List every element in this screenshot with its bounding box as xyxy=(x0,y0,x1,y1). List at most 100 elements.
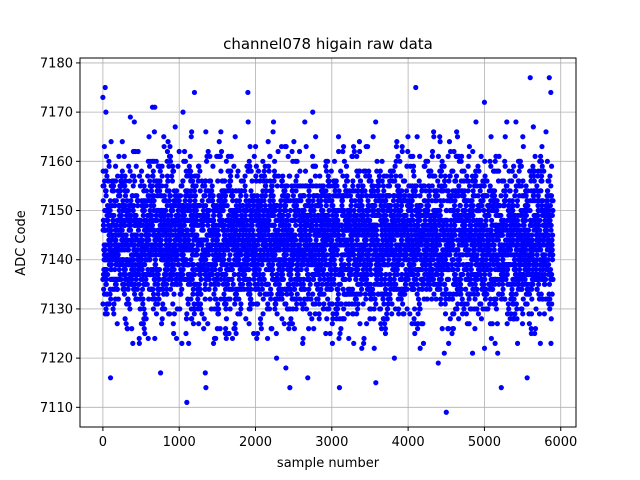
data-point xyxy=(129,276,135,282)
data-point xyxy=(263,183,269,189)
data-point xyxy=(441,163,447,169)
data-point xyxy=(358,286,365,292)
data-point xyxy=(383,217,390,223)
data-point xyxy=(161,193,167,199)
data-point xyxy=(359,203,365,209)
data-point xyxy=(268,286,274,292)
data-point xyxy=(305,291,312,297)
data-point xyxy=(272,207,278,214)
data-point xyxy=(391,276,397,282)
data-point xyxy=(188,257,194,263)
data-point xyxy=(325,158,331,164)
data-point xyxy=(340,173,346,179)
data-point xyxy=(166,163,172,169)
data-point xyxy=(339,222,345,228)
data-point xyxy=(325,296,331,302)
data-point xyxy=(401,217,407,223)
data-point xyxy=(259,262,265,268)
data-point xyxy=(135,227,142,233)
data-point xyxy=(309,203,315,209)
data-point xyxy=(234,212,240,219)
data-point xyxy=(202,281,208,287)
data-point xyxy=(197,286,203,292)
data-point xyxy=(408,232,414,238)
data-point xyxy=(329,198,335,204)
data-point xyxy=(344,178,351,184)
data-point xyxy=(336,232,342,238)
data-point xyxy=(108,262,115,268)
data-point xyxy=(172,227,178,233)
data-point xyxy=(387,291,393,297)
data-point xyxy=(301,276,307,282)
data-point xyxy=(294,281,300,287)
data-point xyxy=(159,163,165,169)
data-point xyxy=(465,188,471,194)
data-point xyxy=(136,281,142,287)
data-point xyxy=(340,271,346,278)
data-point xyxy=(166,188,172,194)
data-point xyxy=(276,281,282,287)
data-point xyxy=(205,148,211,155)
data-point xyxy=(261,198,267,204)
data-point xyxy=(215,301,221,307)
data-point xyxy=(307,178,314,184)
data-point xyxy=(127,178,133,184)
data-point xyxy=(474,286,480,292)
data-point xyxy=(123,321,129,327)
data-point xyxy=(461,306,467,312)
data-point xyxy=(167,143,173,150)
data-point xyxy=(138,168,145,174)
data-point xyxy=(224,281,231,287)
data-point xyxy=(283,207,289,214)
data-point xyxy=(108,242,114,248)
data-point xyxy=(192,271,198,278)
data-point xyxy=(103,153,110,159)
data-point xyxy=(450,326,457,332)
data-point xyxy=(455,301,461,307)
data-point xyxy=(224,203,230,209)
data-point xyxy=(306,193,312,199)
data-point xyxy=(186,340,192,346)
data-point xyxy=(402,281,409,287)
data-point xyxy=(147,257,153,263)
data-point xyxy=(230,198,236,204)
data-point xyxy=(472,326,478,332)
data-point xyxy=(170,163,176,169)
data-point xyxy=(139,178,145,184)
data-point xyxy=(378,271,384,278)
data-point xyxy=(149,183,155,189)
data-point xyxy=(419,266,425,273)
data-point xyxy=(293,178,299,184)
data-point xyxy=(445,188,451,194)
data-point xyxy=(284,291,290,297)
data-point xyxy=(445,326,452,332)
data-point xyxy=(350,153,356,159)
data-point xyxy=(462,207,468,214)
data-point xyxy=(382,330,389,337)
data-point xyxy=(289,262,295,268)
data-point xyxy=(236,257,242,263)
data-point xyxy=(251,330,257,337)
data-point xyxy=(205,222,211,228)
data-point xyxy=(168,212,174,219)
data-point xyxy=(452,232,458,238)
data-point xyxy=(227,296,233,302)
data-point xyxy=(247,291,253,297)
data-point xyxy=(121,281,127,287)
data-point xyxy=(100,301,106,307)
data-point xyxy=(469,227,475,233)
data-point xyxy=(189,129,195,135)
data-point xyxy=(152,296,158,302)
data-point xyxy=(357,321,363,327)
data-point xyxy=(111,212,117,219)
data-point xyxy=(293,296,299,302)
data-point xyxy=(188,173,194,179)
data-point xyxy=(283,252,290,258)
data-point xyxy=(390,198,397,204)
data-point xyxy=(288,266,294,273)
data-point xyxy=(352,198,358,204)
data-point xyxy=(466,153,472,159)
data-point xyxy=(222,178,228,184)
data-point xyxy=(395,183,402,189)
data-point xyxy=(124,326,130,332)
